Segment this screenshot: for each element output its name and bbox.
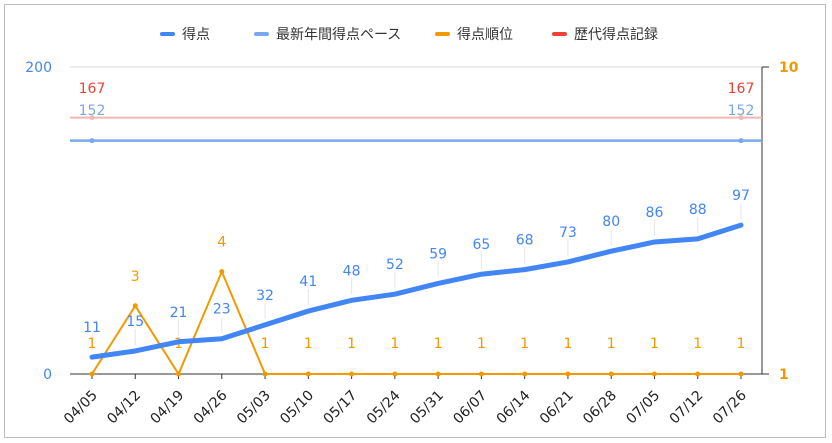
rank-point bbox=[305, 371, 311, 377]
rank-point bbox=[89, 371, 95, 377]
rank-point bbox=[651, 371, 657, 377]
rank-series-line bbox=[91, 269, 741, 377]
rank-point bbox=[392, 371, 398, 377]
chart-frame bbox=[4, 4, 826, 438]
rank-point bbox=[565, 371, 571, 377]
score-data-label: 15 bbox=[126, 314, 144, 330]
x-axis-tick-label: 04/19 bbox=[148, 388, 188, 428]
left-axis-tick-label: 200 bbox=[25, 60, 52, 76]
rank-point bbox=[132, 303, 138, 309]
x-axis-tick-label: 06/14 bbox=[494, 387, 534, 427]
x-axis-tick-label: 06/28 bbox=[580, 388, 620, 428]
rank-point bbox=[176, 371, 182, 377]
rank-data-label: 1 bbox=[261, 336, 270, 352]
rank-data-label: 3 bbox=[131, 269, 140, 285]
x-axis-tick-label: 04/05 bbox=[61, 388, 101, 428]
rank-data-label: 1 bbox=[434, 336, 443, 352]
score-data-label: 97 bbox=[732, 188, 750, 204]
rank-point bbox=[262, 371, 268, 377]
rank-point bbox=[738, 371, 744, 377]
x-axis-tick-label: 07/12 bbox=[667, 388, 707, 428]
score-data-label: 73 bbox=[559, 225, 577, 241]
x-axis-tick-label: 07/05 bbox=[623, 388, 663, 428]
rank-point bbox=[219, 269, 225, 275]
left-axis-tick-label: 0 bbox=[43, 367, 52, 383]
rank-data-label: 1 bbox=[607, 336, 616, 352]
rank-point bbox=[435, 371, 441, 377]
legend-label: 歴代得点記録 bbox=[574, 26, 658, 43]
rank-point bbox=[695, 371, 701, 377]
legend-label: 最新年間得点ペース bbox=[276, 26, 401, 43]
score-data-label: 65 bbox=[472, 237, 490, 253]
score-data-label: 52 bbox=[386, 257, 404, 273]
score-data-label: 23 bbox=[213, 302, 231, 318]
rank-data-label: 1 bbox=[737, 336, 746, 352]
rank-data-label: 1 bbox=[563, 336, 572, 352]
record-data-label: 167 bbox=[79, 81, 106, 97]
score-data-label: 32 bbox=[256, 288, 274, 304]
rank-data-label: 1 bbox=[693, 336, 702, 352]
score-data-label: 68 bbox=[516, 233, 534, 249]
score-data-label: 48 bbox=[343, 263, 361, 279]
x-axis-tick-label: 06/07 bbox=[450, 388, 490, 428]
score-data-label: 41 bbox=[299, 274, 317, 290]
legend-swatch bbox=[254, 32, 269, 36]
score-data-label: 88 bbox=[689, 202, 707, 218]
pace-data-label: 152 bbox=[728, 103, 755, 119]
right-axis-tick-label: 10 bbox=[779, 60, 799, 76]
x-axis-tick-label: 05/10 bbox=[277, 388, 317, 428]
legend-swatch bbox=[435, 32, 450, 36]
rank-data-label: 1 bbox=[477, 336, 486, 352]
legend-swatch bbox=[552, 32, 567, 36]
score-data-label: 80 bbox=[602, 214, 620, 230]
score-series-line bbox=[89, 222, 744, 360]
pace-point bbox=[738, 138, 744, 144]
x-axis-tick-label: 04/12 bbox=[104, 388, 144, 428]
rank-point bbox=[349, 371, 355, 377]
rank-data-label: 1 bbox=[88, 336, 97, 352]
x-axis-tick-label: 05/24 bbox=[364, 387, 404, 427]
pace-point bbox=[89, 138, 95, 144]
rank-data-label: 1 bbox=[520, 336, 529, 352]
rank-data-label: 1 bbox=[390, 336, 399, 352]
record-point bbox=[738, 115, 744, 121]
score-data-label: 21 bbox=[170, 305, 188, 321]
rank-point bbox=[608, 371, 614, 377]
legend-swatch bbox=[160, 32, 175, 36]
legend-label: 得点 bbox=[182, 26, 210, 43]
rank-data-label: 1 bbox=[650, 336, 659, 352]
record-point bbox=[89, 115, 95, 121]
rank-point bbox=[522, 371, 528, 377]
x-axis-tick-label: 07/26 bbox=[710, 387, 750, 427]
record-data-label: 167 bbox=[728, 81, 755, 97]
pace-data-label: 152 bbox=[79, 103, 106, 119]
score-data-label: 59 bbox=[429, 246, 447, 262]
score-data-label: 86 bbox=[646, 205, 664, 221]
rank-data-label: 1 bbox=[347, 336, 356, 352]
rank-data-label: 1 bbox=[304, 336, 313, 352]
rank-point bbox=[478, 371, 484, 377]
x-axis-tick-label: 04/26 bbox=[191, 387, 231, 427]
rank-data-label: 4 bbox=[217, 235, 226, 251]
x-axis-tick-label: 06/21 bbox=[537, 388, 577, 428]
x-axis-tick-label: 05/17 bbox=[321, 388, 361, 428]
score-data-label: 11 bbox=[83, 320, 101, 336]
x-axis-tick-label: 05/31 bbox=[407, 388, 447, 428]
right-axis-tick-label: 1 bbox=[779, 367, 789, 383]
legend-label: 得点順位 bbox=[457, 26, 513, 43]
x-axis-tick-label: 05/03 bbox=[234, 388, 274, 428]
